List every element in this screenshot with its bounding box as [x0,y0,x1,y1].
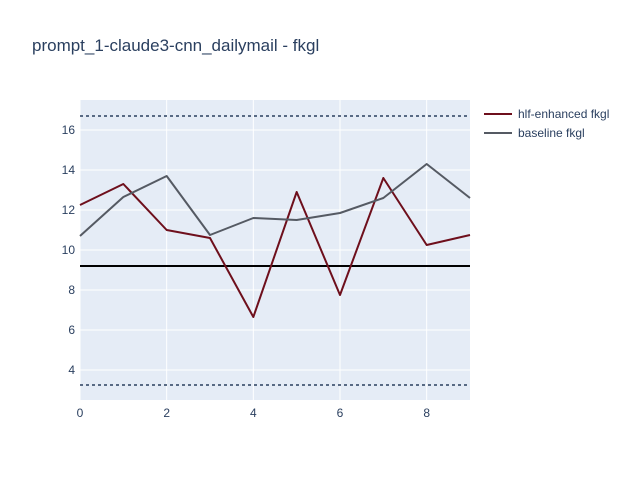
y-axis-ticks: 4 6 8 10 12 14 16 [62,123,76,377]
y-tick-label: 16 [62,123,76,137]
y-tick-label: 10 [62,243,76,257]
reference-lines [80,115,470,386]
x-tick-label: 6 [337,406,344,420]
series-lines [79,163,471,318]
legend-label: hlf-enhanced fkgl [518,107,609,121]
legend-item[interactable]: baseline fkgl [484,126,585,140]
y-tick-label: 6 [68,323,75,337]
x-tick-label: 4 [250,406,257,420]
chart-title: prompt_1-claude3-cnn_dailymail - fkgl [32,36,319,55]
legend-item[interactable]: hlf-enhanced fkgl [484,107,609,121]
x-tick-label: 8 [423,406,430,420]
y-tick-label: 14 [62,163,76,177]
legend-label: baseline fkgl [518,126,585,140]
x-tick-label: 2 [163,406,170,420]
y-tick-label: 8 [68,283,75,297]
series-line-hlf-enhanced[interactable] [79,177,471,318]
legend[interactable]: hlf-enhanced fkgl baseline fkgl [484,107,609,140]
x-tick-label: 0 [77,406,84,420]
x-axis-ticks: 0 2 4 6 8 [77,406,431,420]
series-line-baseline[interactable] [79,163,471,237]
y-tick-label: 12 [62,203,76,217]
y-tick-label: 4 [68,363,75,377]
